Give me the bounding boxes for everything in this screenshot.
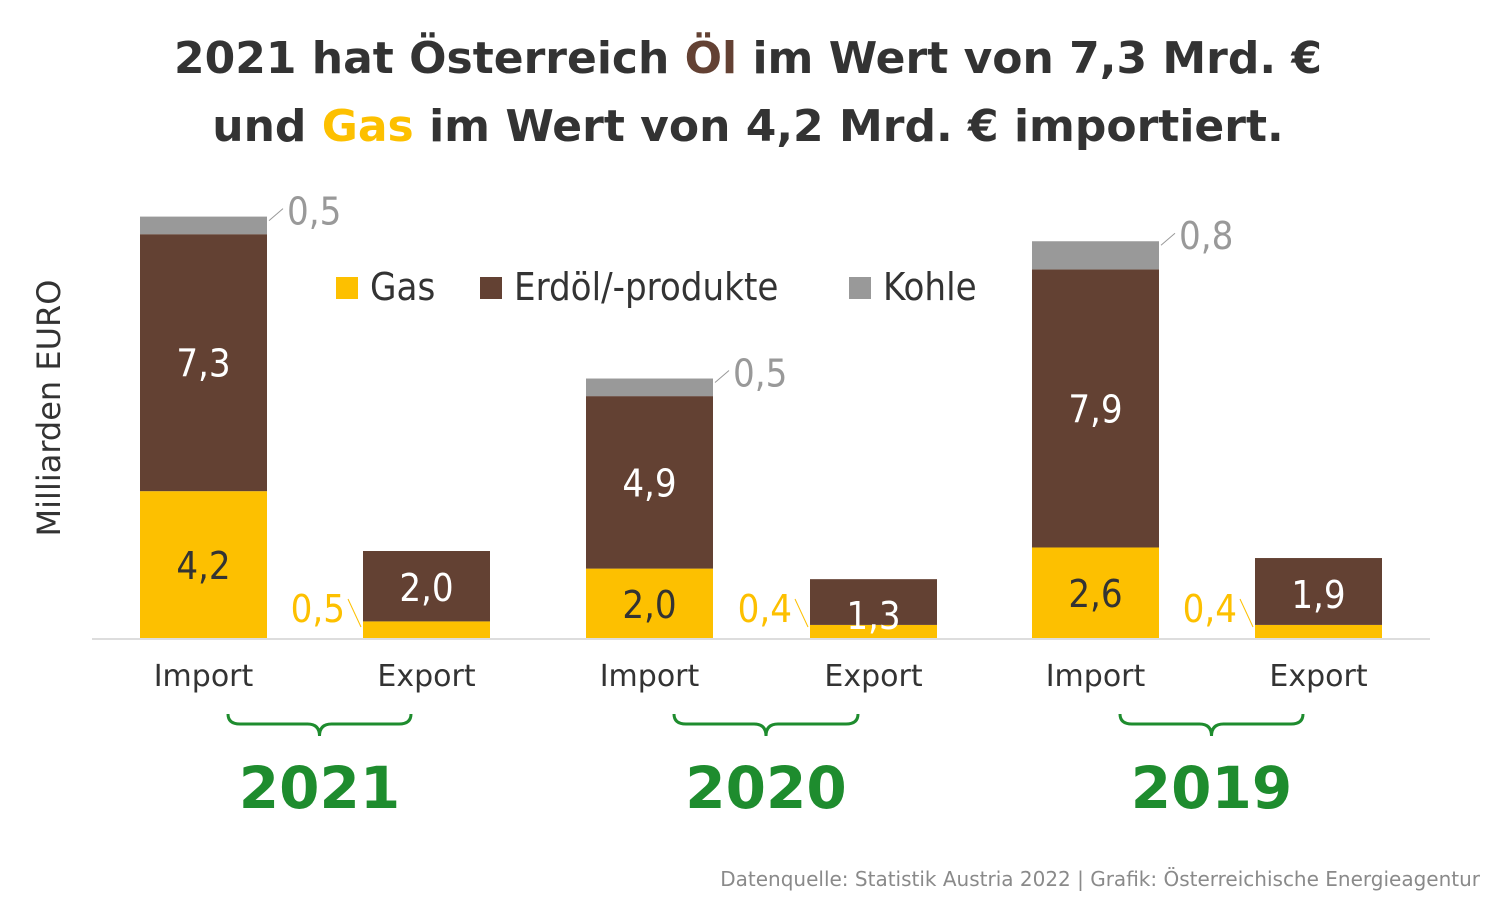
group-brace bbox=[226, 713, 413, 737]
bar-erdlprodukte-5 bbox=[1255, 558, 1382, 625]
legend-label: Erdöl/-produkte bbox=[514, 265, 778, 309]
legend-label: Gas bbox=[370, 265, 435, 309]
bar-gas-0 bbox=[140, 491, 267, 639]
bar-erdlprodukte-4 bbox=[1032, 269, 1159, 548]
bar-gas-1 bbox=[363, 621, 490, 639]
bar-erdlprodukte-0 bbox=[140, 234, 267, 492]
data-label: 2,0 bbox=[622, 583, 676, 627]
group-year-label: 2019 bbox=[1131, 754, 1292, 822]
bars: 4,2 7,3 0,5 0,5 2,0 2,0 4,9 0,5 0,4 1,3 2,6 7,9 0,8 0… bbox=[140, 190, 1382, 639]
leader-line bbox=[794, 598, 809, 628]
leader-line bbox=[268, 208, 284, 221]
x-tick-label: Import bbox=[600, 659, 700, 694]
group-year-label: 2020 bbox=[685, 754, 846, 822]
x-tick-label: Export bbox=[1269, 659, 1367, 694]
x-tick-label: Import bbox=[1046, 659, 1146, 694]
group-brace bbox=[672, 713, 860, 737]
legend-swatch bbox=[480, 277, 502, 299]
legend: Gas Erdöl/-produkte Kohle bbox=[336, 265, 977, 309]
data-label: 0,5 bbox=[291, 587, 345, 631]
bar-gas-2 bbox=[586, 568, 713, 639]
bar-kohle-0 bbox=[140, 216, 267, 235]
bar-gas-4 bbox=[1032, 547, 1159, 639]
data-label: 0,5 bbox=[733, 352, 787, 396]
data-label: 0,4 bbox=[1183, 587, 1237, 631]
x-tick-label: Export bbox=[377, 659, 475, 694]
data-label: 7,3 bbox=[176, 342, 230, 386]
data-label: 2,0 bbox=[399, 566, 453, 610]
data-label: 0,8 bbox=[1179, 214, 1233, 258]
data-label: 0,4 bbox=[738, 587, 792, 631]
data-label: 4,9 bbox=[622, 461, 676, 505]
bar-erdlprodukte-3 bbox=[810, 579, 937, 625]
chart-title-line1: 2021 hat Österreich Öl im Wert von 7,3 M… bbox=[174, 31, 1322, 84]
bar-gas-5 bbox=[1255, 624, 1382, 639]
legend-swatch bbox=[849, 277, 871, 299]
legend-swatch bbox=[336, 277, 358, 299]
bar-kohle-2 bbox=[586, 378, 713, 397]
leader-line bbox=[347, 598, 362, 628]
x-tick-label: Import bbox=[154, 659, 254, 694]
legend-label: Kohle bbox=[883, 265, 977, 309]
bar-erdlprodukte-1 bbox=[363, 551, 490, 622]
x-tick-label: Export bbox=[824, 659, 922, 694]
bar-erdlprodukte-2 bbox=[586, 396, 713, 569]
group-brace bbox=[1118, 713, 1305, 737]
data-label: 0,5 bbox=[287, 190, 341, 234]
data-label: 7,9 bbox=[1068, 387, 1122, 431]
group-year-label: 2021 bbox=[239, 754, 400, 822]
data-label: 1,9 bbox=[1291, 573, 1345, 617]
bar-kohle-4 bbox=[1032, 241, 1159, 270]
bar-gas-3 bbox=[810, 624, 937, 639]
x-axis: Import Export Import Export Import Export 2021… bbox=[154, 659, 1368, 822]
leader-line bbox=[1239, 598, 1254, 628]
data-label: 2,6 bbox=[1068, 572, 1122, 616]
source-note: Datenquelle: Statistik Austria 2022 | Gr… bbox=[720, 867, 1481, 891]
chart-title-line2: und Gas im Wert von 4,2 Mrd. € importier… bbox=[212, 101, 1283, 152]
leader-line bbox=[1160, 232, 1176, 246]
y-axis-label: Milliarden EURO bbox=[30, 280, 68, 537]
data-label: 4,2 bbox=[176, 544, 230, 588]
leader-line bbox=[714, 370, 730, 383]
data-label: 1,3 bbox=[846, 594, 900, 638]
